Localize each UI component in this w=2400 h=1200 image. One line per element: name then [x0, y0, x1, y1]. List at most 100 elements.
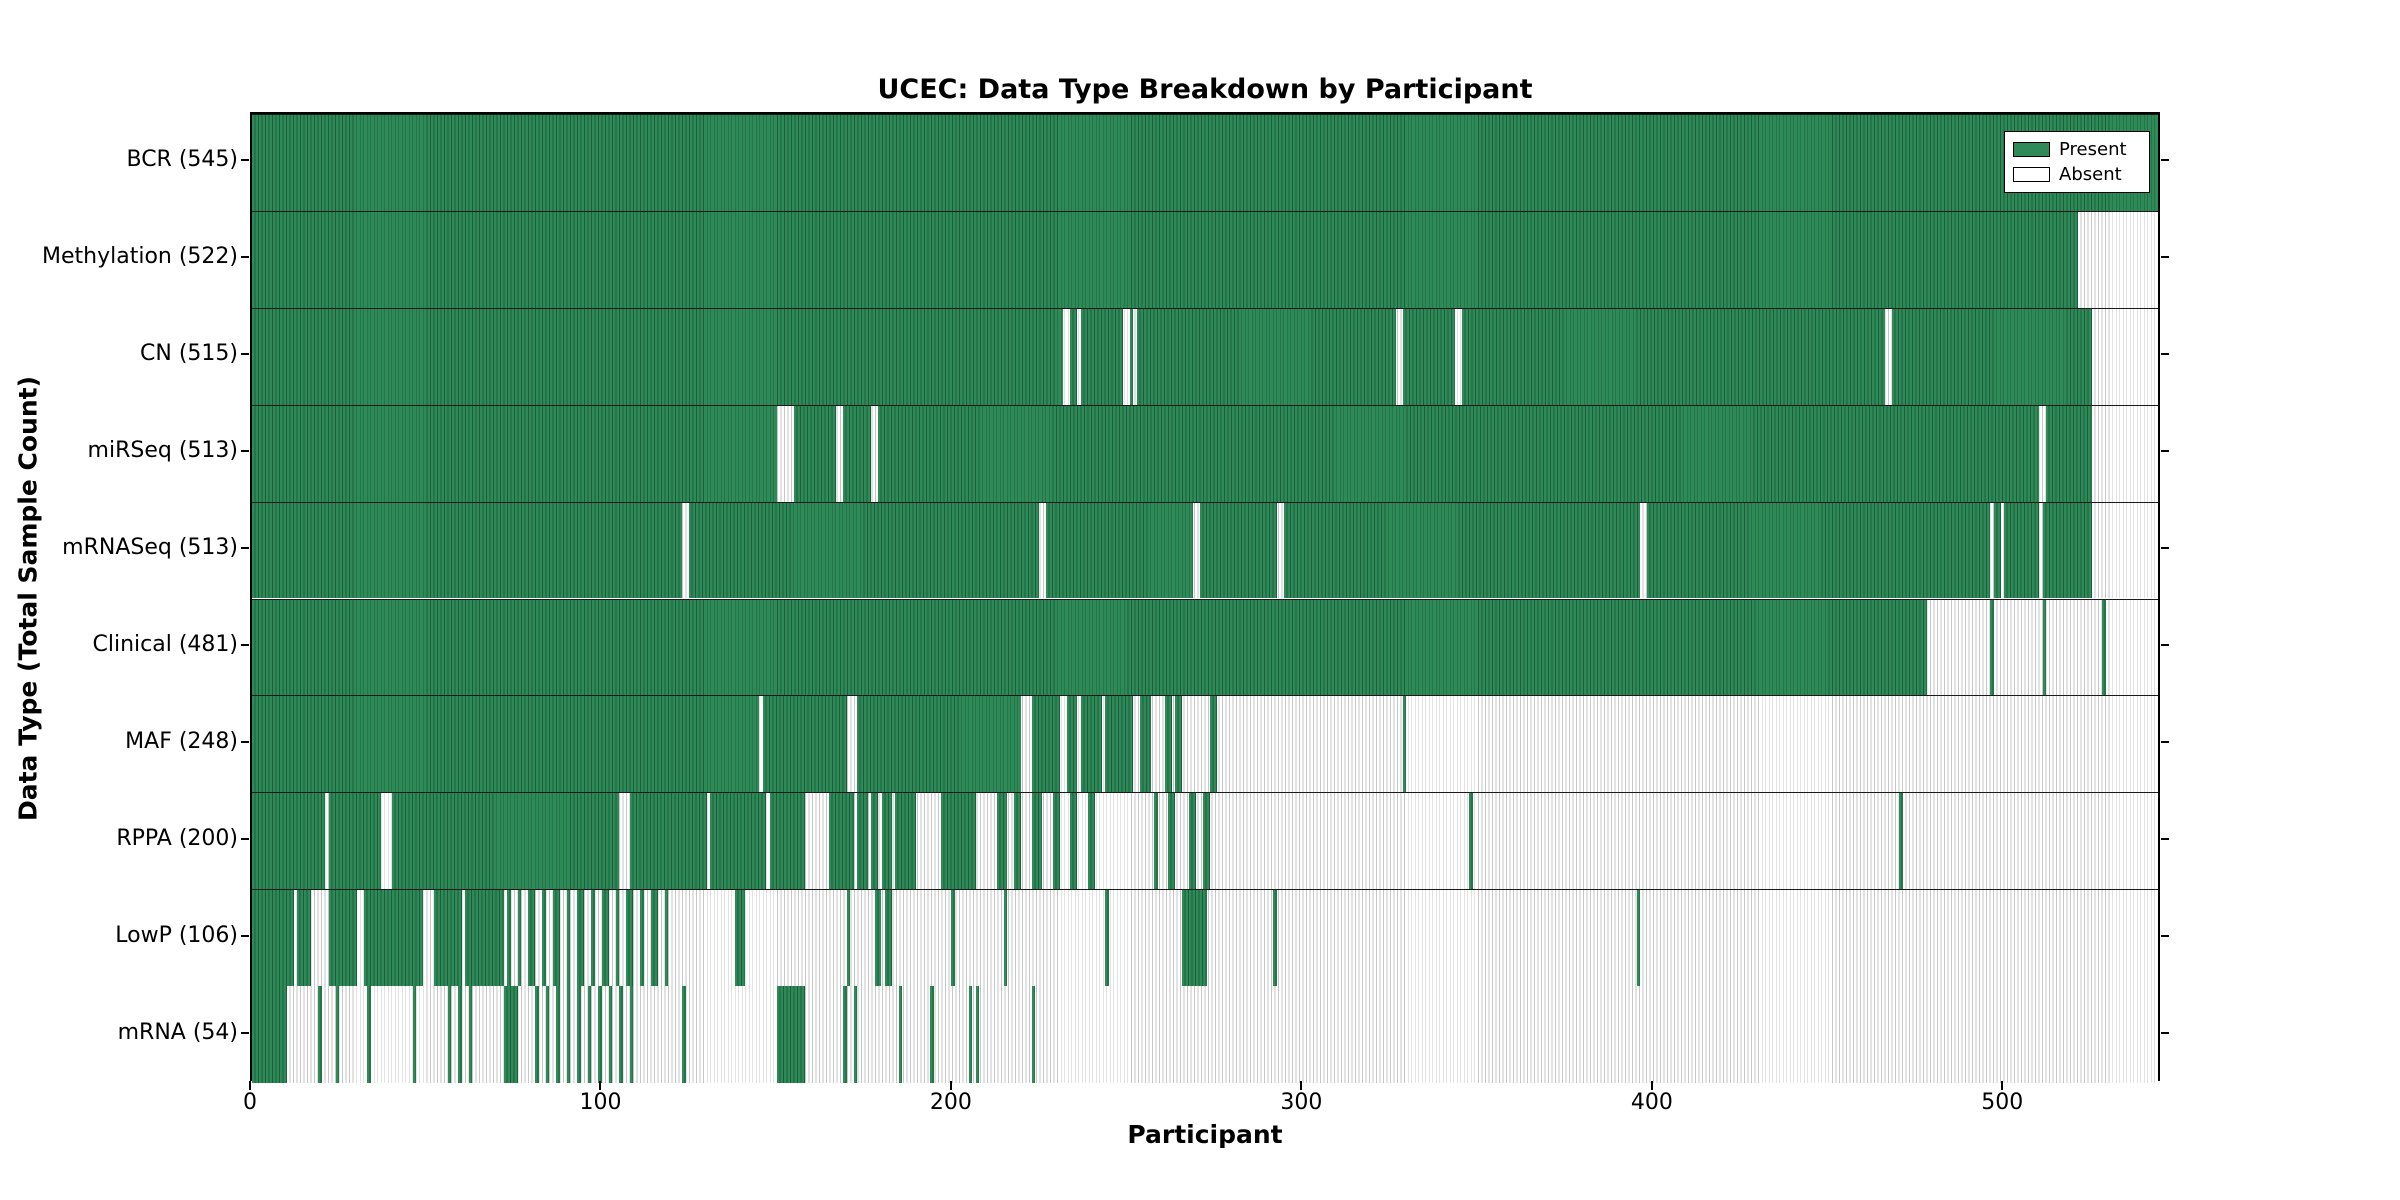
present-segment [1993, 502, 2001, 599]
present-segment [930, 986, 934, 1083]
xtick-mark [2001, 1081, 2004, 1090]
ytick-label-miRSeq: miRSeq (513) [87, 438, 238, 464]
xtick-label-300: 300 [1280, 1090, 1323, 1115]
present-segment [1031, 793, 1043, 890]
ytick-label-Clinical: Clinical (481) [92, 631, 238, 657]
present-segment [881, 793, 892, 890]
ytick-label-MAF: MAF (248) [125, 728, 238, 754]
xtick-label-100: 100 [579, 1090, 622, 1115]
present-segment [878, 405, 2040, 502]
present-segment [664, 890, 669, 987]
present-segment [252, 502, 683, 599]
heatmap-row-Clinical [252, 598, 2158, 696]
present-segment [794, 405, 837, 502]
ytick-mark [241, 450, 249, 453]
present-swatch-icon [2013, 142, 2050, 158]
present-segment [1189, 793, 1197, 890]
present-segment [1087, 793, 1095, 890]
ytick-mark [241, 1031, 249, 1034]
present-segment [556, 986, 560, 1083]
present-segment [1175, 696, 1183, 793]
ytick-mark [241, 837, 249, 840]
plot-area: Present Absent [250, 112, 2160, 1083]
present-segment [682, 986, 686, 1083]
present-segment [587, 986, 592, 1083]
present-segment [871, 793, 878, 890]
present-segment [615, 890, 620, 987]
present-segment [1899, 793, 1903, 890]
ytick-mark [2161, 934, 2169, 937]
present-segment [857, 793, 868, 890]
present-segment [996, 793, 1008, 890]
heatmap-row-LowP [252, 889, 2158, 987]
legend-entry-present: Present [2013, 139, 2141, 160]
present-segment [363, 890, 424, 987]
legend-absent-label: Absent [2059, 163, 2122, 185]
present-segment [468, 986, 473, 1083]
heatmap-row-CN [252, 307, 2158, 405]
present-segment [1105, 890, 1109, 987]
present-segment [1402, 696, 1407, 793]
ytick-label-CN: CN (515) [140, 341, 238, 367]
present-segment [629, 793, 707, 890]
present-segment [1273, 890, 1277, 987]
present-segment [433, 890, 462, 987]
x-axis-label: Participant [1127, 1120, 1283, 1149]
present-segment [843, 986, 847, 1083]
ytick-label-BCR: BCR (545) [126, 147, 238, 173]
ytick-mark [2161, 837, 2169, 840]
present-segment [898, 986, 903, 1083]
present-segment [1070, 793, 1078, 890]
xtick-mark [1650, 1081, 1653, 1090]
present-segment [1636, 890, 1641, 987]
present-segment [846, 890, 851, 987]
present-segment [1129, 308, 1134, 405]
present-segment [1014, 793, 1022, 890]
present-segment [769, 793, 805, 890]
present-segment [328, 890, 357, 987]
present-segment [2004, 502, 2040, 599]
ytick-mark [2161, 353, 2169, 356]
present-segment [545, 986, 550, 1083]
present-segment [1031, 986, 1036, 1083]
heatmap-row-mRNASeq [252, 501, 2158, 599]
present-segment [252, 986, 287, 1083]
absent-swatch-icon [2013, 166, 2050, 182]
present-segment [1283, 502, 1641, 599]
present-segment [1182, 890, 1207, 987]
present-segment [1462, 308, 1886, 405]
present-segment [318, 986, 322, 1083]
legend-entry-absent: Absent [2013, 164, 2141, 185]
present-segment [252, 405, 777, 502]
ytick-mark [241, 547, 249, 550]
ytick-label-Methylation: Methylation (522) [42, 244, 238, 270]
xtick-label-500: 500 [1981, 1090, 2024, 1115]
present-segment [626, 890, 634, 987]
present-segment [503, 986, 518, 1083]
present-segment [2046, 405, 2092, 502]
ytick-label-LowP: LowP (106) [115, 922, 238, 948]
present-segment [1990, 599, 1994, 696]
ytick-mark [2161, 740, 2169, 743]
present-segment [1469, 793, 1473, 890]
present-segment [577, 986, 581, 1083]
heatmap-row-miRSeq [252, 404, 2158, 502]
present-segment [853, 986, 857, 1083]
heatmap-row-mRNA [252, 986, 2158, 1083]
present-segment [517, 890, 522, 987]
xtick-label-400: 400 [1630, 1090, 1673, 1115]
present-segment [619, 986, 623, 1083]
present-segment [566, 986, 571, 1083]
present-segment [447, 986, 452, 1083]
present-segment [951, 890, 955, 987]
heatmap-row-MAF [252, 695, 2158, 793]
present-segment [1647, 502, 1991, 599]
present-segment [940, 793, 976, 890]
present-segment [968, 986, 973, 1083]
ytick-mark [2161, 547, 2169, 550]
present-segment [843, 405, 871, 502]
ytick-label-RPPA: RPPA (200) [116, 825, 238, 851]
present-segment [252, 599, 1928, 696]
present-segment [2042, 599, 2047, 696]
present-segment [829, 793, 854, 890]
